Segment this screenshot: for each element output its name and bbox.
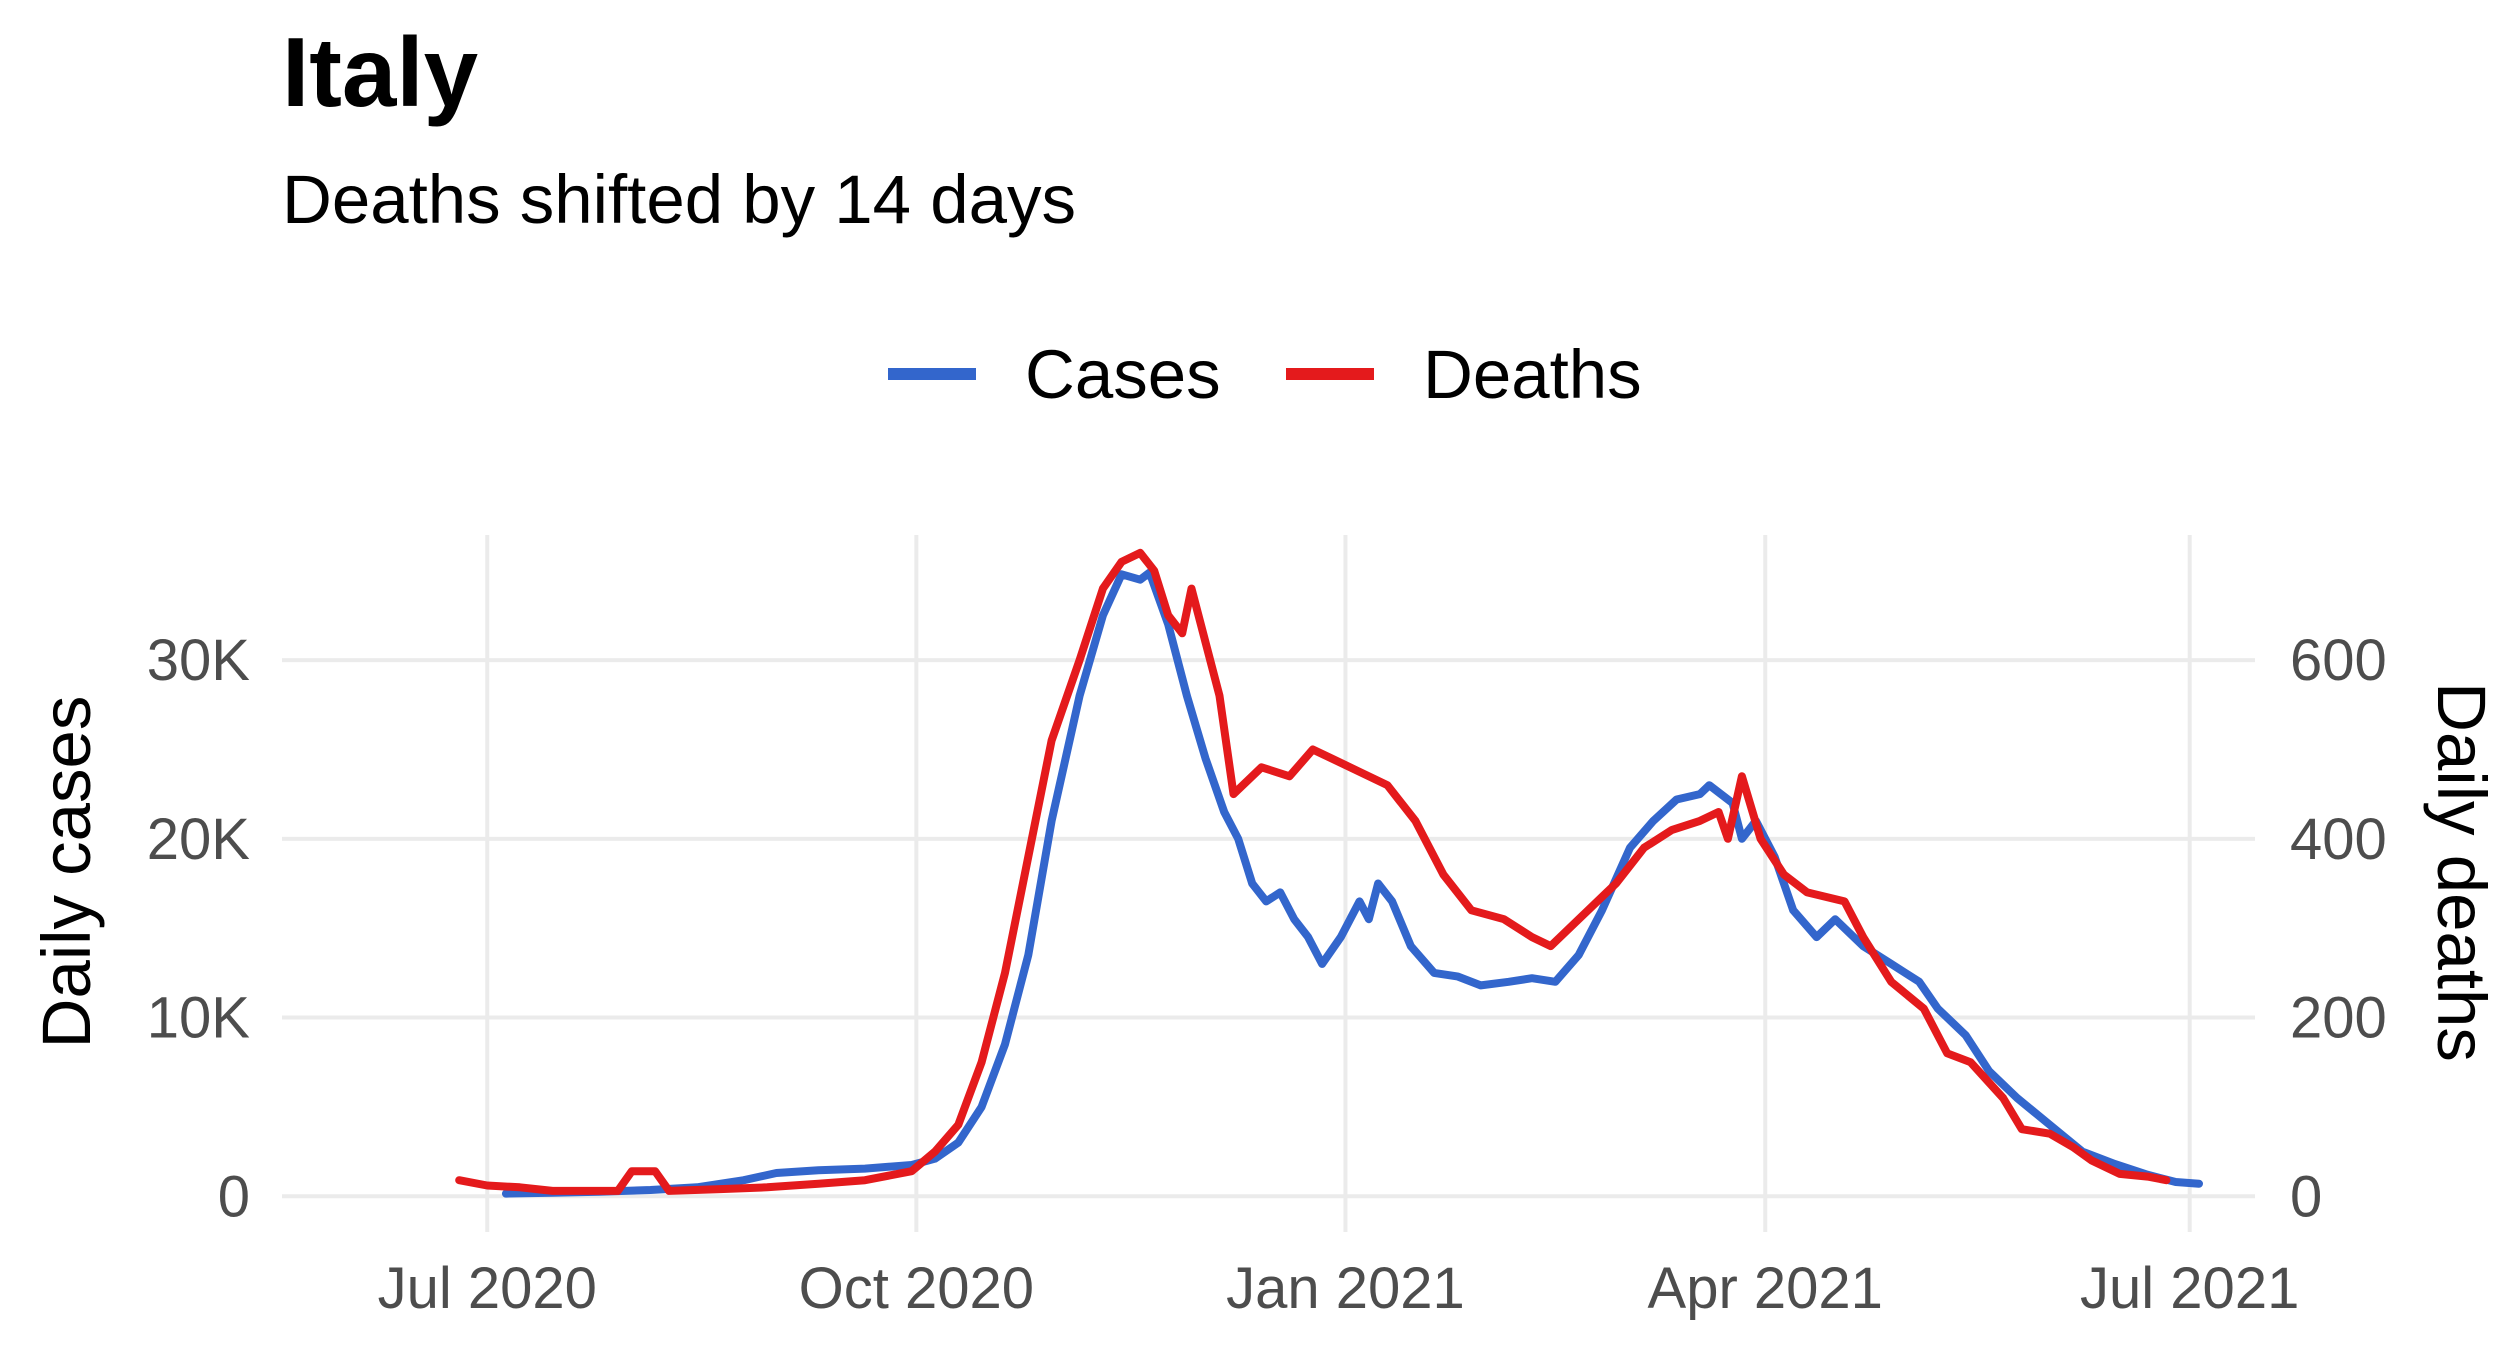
series-line-deaths <box>455 548 2171 1195</box>
x-tick-label: Oct 2020 <box>799 1256 1034 1321</box>
chart-subtitle: Deaths shifted by 14 days <box>282 161 1076 238</box>
grid <box>282 535 2255 1232</box>
x-tick-label: Jul 2021 <box>2080 1256 2299 1321</box>
legend-label-deaths: Deaths <box>1423 336 1642 413</box>
x-tick-label: Jul 2020 <box>378 1256 597 1321</box>
series-line-cases <box>501 568 2203 1198</box>
x-tick-label: Jan 2021 <box>1226 1256 1465 1321</box>
legend: Cases Deaths <box>888 336 1642 413</box>
y2-tick-label: 200 <box>2290 986 2387 1051</box>
y-tick-label: 30K <box>147 628 251 693</box>
x-tick-label: Apr 2021 <box>1648 1256 1883 1321</box>
legend-label-cases: Cases <box>1025 336 1221 413</box>
y2-tick-label: 600 <box>2290 628 2387 693</box>
y-axis-title: Daily cases <box>28 696 105 1049</box>
tick-labels: 0 10K 20K 30K 0 200 400 600 Jul 2020 Oct 2020 Jan … <box>147 628 2387 1321</box>
y2-axis-title: Daily deaths <box>2423 682 2500 1062</box>
series <box>455 548 2203 1198</box>
y2-tick-label: 0 <box>2290 1164 2322 1229</box>
chart-title: Italy <box>282 17 478 127</box>
y-tick-label: 20K <box>147 807 251 872</box>
y-tick-label: 10K <box>147 986 251 1051</box>
y-tick-label: 0 <box>218 1164 250 1229</box>
y2-tick-label: 400 <box>2290 807 2387 872</box>
